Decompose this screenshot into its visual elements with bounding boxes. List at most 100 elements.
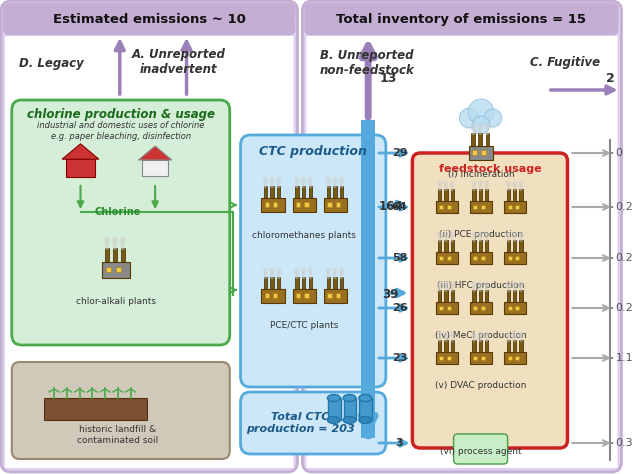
Circle shape <box>326 272 330 276</box>
Circle shape <box>469 99 494 125</box>
Bar <box>439 205 443 209</box>
Bar <box>507 340 510 352</box>
Circle shape <box>518 231 523 237</box>
Ellipse shape <box>359 394 371 401</box>
Bar <box>472 150 477 155</box>
Circle shape <box>486 131 489 135</box>
Circle shape <box>479 339 482 342</box>
Circle shape <box>340 184 344 188</box>
Circle shape <box>485 235 488 239</box>
Bar <box>513 340 516 352</box>
Circle shape <box>105 246 109 250</box>
Circle shape <box>277 184 281 188</box>
Circle shape <box>112 241 117 246</box>
Circle shape <box>450 231 455 237</box>
Text: 0.2: 0.2 <box>615 202 633 212</box>
Bar <box>504 252 526 264</box>
Circle shape <box>443 282 448 287</box>
Circle shape <box>472 188 476 191</box>
Circle shape <box>302 181 305 185</box>
Bar <box>516 306 519 310</box>
Bar <box>439 356 443 360</box>
Circle shape <box>472 331 476 337</box>
Text: 64: 64 <box>392 202 408 212</box>
Circle shape <box>438 285 442 289</box>
Circle shape <box>451 239 454 242</box>
Text: D. Legacy: D. Legacy <box>18 56 83 70</box>
Bar <box>344 398 356 420</box>
Circle shape <box>507 188 510 191</box>
Circle shape <box>308 272 312 276</box>
Circle shape <box>478 181 483 185</box>
Circle shape <box>478 231 483 237</box>
Circle shape <box>450 331 455 337</box>
Bar <box>324 289 347 303</box>
Circle shape <box>271 184 274 188</box>
Circle shape <box>513 188 516 191</box>
Circle shape <box>519 339 523 342</box>
Bar <box>504 352 526 365</box>
Bar <box>469 146 493 160</box>
FancyBboxPatch shape <box>5 36 293 468</box>
Circle shape <box>326 184 330 188</box>
Circle shape <box>294 177 300 182</box>
Circle shape <box>472 282 476 287</box>
Circle shape <box>295 275 298 279</box>
Bar <box>309 186 312 198</box>
Circle shape <box>263 268 268 273</box>
Text: CTC production: CTC production <box>259 146 367 158</box>
Text: (iii) HFC production: (iii) HFC production <box>438 281 525 290</box>
FancyBboxPatch shape <box>12 100 230 345</box>
Circle shape <box>485 339 488 342</box>
Circle shape <box>340 272 344 276</box>
Circle shape <box>295 272 299 276</box>
Polygon shape <box>138 146 172 160</box>
Bar <box>519 291 523 301</box>
Circle shape <box>512 331 517 337</box>
Text: 39: 39 <box>382 289 399 301</box>
Bar <box>439 255 443 260</box>
Circle shape <box>332 268 338 273</box>
Circle shape <box>444 285 448 289</box>
Bar <box>516 205 519 209</box>
Circle shape <box>471 127 476 132</box>
Circle shape <box>519 289 523 292</box>
Circle shape <box>277 181 281 185</box>
Bar <box>277 186 281 198</box>
Bar <box>444 340 448 352</box>
Text: chlor-alkali plants: chlor-alkali plants <box>76 298 156 307</box>
Circle shape <box>309 275 312 279</box>
Bar <box>340 186 344 198</box>
Bar <box>271 277 274 289</box>
Circle shape <box>507 239 510 242</box>
Bar <box>479 190 482 201</box>
Bar <box>328 202 331 207</box>
Text: Total CTC
production = 203: Total CTC production = 203 <box>246 412 355 434</box>
Circle shape <box>339 177 344 182</box>
Bar <box>481 255 485 260</box>
Circle shape <box>294 268 300 273</box>
Circle shape <box>437 282 442 287</box>
Circle shape <box>444 184 448 188</box>
Circle shape <box>451 289 454 292</box>
Bar <box>309 277 312 289</box>
Circle shape <box>478 127 483 132</box>
Bar <box>479 340 482 352</box>
Circle shape <box>507 289 510 292</box>
Bar <box>485 340 488 352</box>
Circle shape <box>450 282 455 287</box>
Circle shape <box>333 184 337 188</box>
Circle shape <box>478 184 483 188</box>
Circle shape <box>518 331 523 337</box>
Circle shape <box>301 177 306 182</box>
Text: (iv) MeCl production: (iv) MeCl production <box>435 330 527 339</box>
Circle shape <box>484 109 502 127</box>
Text: Estimated emissions ~ 10: Estimated emissions ~ 10 <box>53 12 246 26</box>
Text: A. Unreported
inadvertent: A. Unreported inadvertent <box>131 48 225 76</box>
Circle shape <box>478 282 483 287</box>
Bar <box>451 240 454 252</box>
Circle shape <box>438 184 442 188</box>
Circle shape <box>513 339 516 342</box>
Ellipse shape <box>343 417 356 423</box>
Circle shape <box>121 246 124 250</box>
